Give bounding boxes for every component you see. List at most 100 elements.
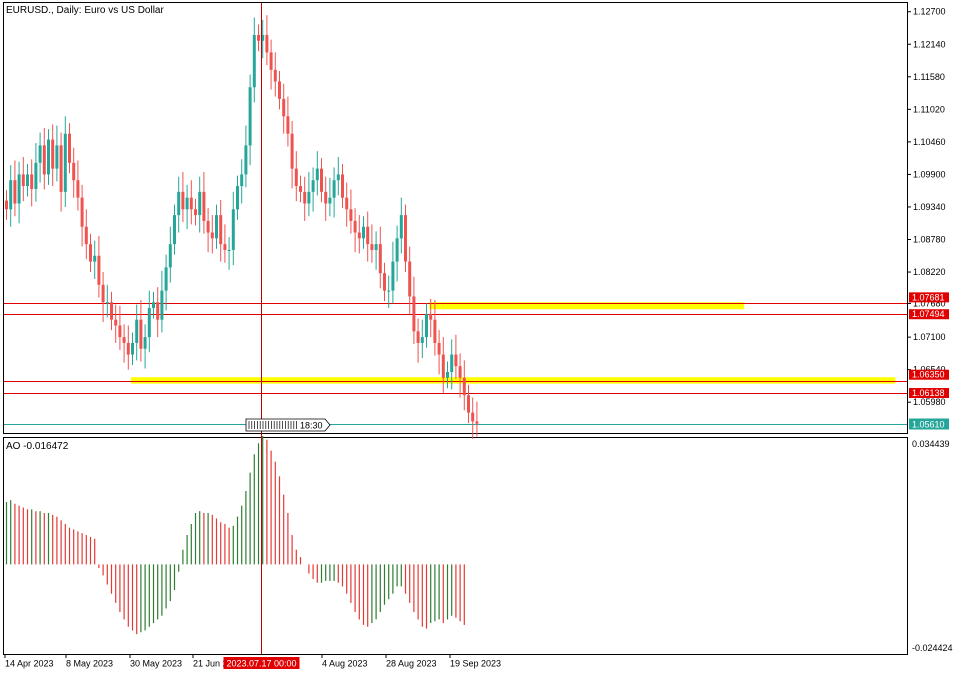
candle — [387, 275, 391, 309]
candle — [311, 167, 315, 212]
candle — [42, 127, 46, 190]
candle — [84, 209, 88, 260]
candle-body — [399, 215, 403, 239]
candle-body — [164, 267, 168, 291]
candle — [446, 361, 449, 389]
candle — [110, 291, 113, 331]
candle — [68, 123, 71, 174]
level-tag-bg — [909, 388, 949, 399]
candle — [206, 208, 210, 253]
crosshair-time-tag: 2023.07.17 00:00 — [223, 657, 300, 669]
candle — [72, 147, 76, 198]
candle — [181, 172, 185, 223]
candle-body — [110, 302, 113, 320]
price-tick-label: 1.09900 — [913, 169, 946, 179]
candle-body — [17, 174, 21, 204]
candle — [164, 254, 168, 311]
candle-body — [131, 342, 134, 355]
candle — [118, 305, 122, 350]
candle — [349, 189, 353, 234]
candle — [210, 215, 214, 254]
candle — [315, 151, 319, 196]
candle-body — [349, 209, 353, 221]
level-tag-bg — [909, 292, 949, 303]
candle-body — [437, 342, 441, 355]
ao-panel[interactable] — [3, 437, 908, 655]
candle-body — [408, 261, 412, 297]
candle-body — [467, 395, 470, 413]
ao-label: AO -0.016472 — [6, 441, 69, 452]
candle — [320, 158, 323, 203]
candle-body — [80, 197, 84, 227]
candle-body — [303, 191, 307, 204]
candle — [131, 332, 134, 366]
candle — [454, 334, 458, 379]
candle — [168, 226, 172, 283]
candle-body — [395, 238, 399, 262]
price-tags: 1.07681 1.07494 1.06350 1.06138 1.05610 — [909, 292, 949, 430]
price-tick-label: 1.11020 — [913, 104, 945, 114]
candle-body — [391, 261, 395, 291]
candle-body — [68, 133, 71, 163]
candle — [437, 330, 441, 375]
countdown-label: 18:30 — [300, 421, 323, 431]
candle — [286, 96, 290, 147]
candle-body — [420, 337, 424, 343]
candle-body — [42, 145, 46, 175]
crosshair-time-label: 2023.07.17 00:00 — [227, 659, 297, 669]
candle-body — [273, 69, 277, 82]
candle-body — [278, 81, 281, 99]
candle-body — [236, 186, 239, 210]
time-tick-label: 8 May 2023 — [66, 659, 113, 669]
candle — [236, 175, 239, 220]
candle — [194, 198, 197, 226]
candle-body — [328, 197, 332, 204]
candle-body — [294, 168, 298, 187]
time-tick-label: 4 Aug 2023 — [322, 659, 368, 669]
candle — [357, 215, 361, 254]
candle — [80, 184, 84, 247]
candle — [177, 176, 181, 233]
candle — [139, 299, 143, 362]
candle-body — [38, 145, 42, 163]
candle — [26, 163, 29, 197]
candle — [429, 298, 433, 338]
candle — [475, 401, 479, 437]
bar-countdown: 18:30 — [245, 418, 331, 432]
candle — [93, 240, 97, 280]
candle-body — [30, 174, 34, 189]
candle-body — [244, 145, 248, 175]
candle-body — [219, 215, 223, 245]
candle-body — [194, 209, 197, 216]
candle-body — [215, 215, 218, 239]
candle-body — [252, 34, 256, 88]
time-tick-label: 30 May 2023 — [130, 659, 182, 669]
candle — [215, 204, 218, 249]
candle-body — [139, 319, 143, 349]
candle-body — [101, 284, 105, 303]
candle — [47, 129, 50, 185]
time-tick-label: 28 Aug 2023 — [386, 659, 437, 669]
candle-body — [454, 354, 458, 367]
chart-title: EURUSD., Daily: Euro vs US Dollar — [6, 5, 164, 16]
candle-body — [72, 162, 76, 181]
level-tag-0: 1.07681 — [909, 292, 949, 303]
candle — [17, 161, 21, 224]
current-price-label: 1.05610 — [912, 420, 945, 430]
candle — [55, 125, 59, 182]
price-tick-label: 1.12700 — [913, 7, 946, 17]
candle — [21, 156, 25, 202]
candle — [299, 175, 302, 203]
time-tick-label: 14 Apr 2023 — [5, 659, 54, 669]
candle-body — [173, 215, 176, 245]
candle — [252, 17, 256, 103]
candle — [261, 19, 265, 59]
candle-body — [227, 249, 231, 251]
candle-body — [202, 191, 206, 221]
candle — [173, 204, 176, 255]
candle — [202, 172, 206, 234]
candle — [324, 176, 328, 221]
candle — [353, 208, 357, 253]
candle-body — [336, 174, 340, 181]
